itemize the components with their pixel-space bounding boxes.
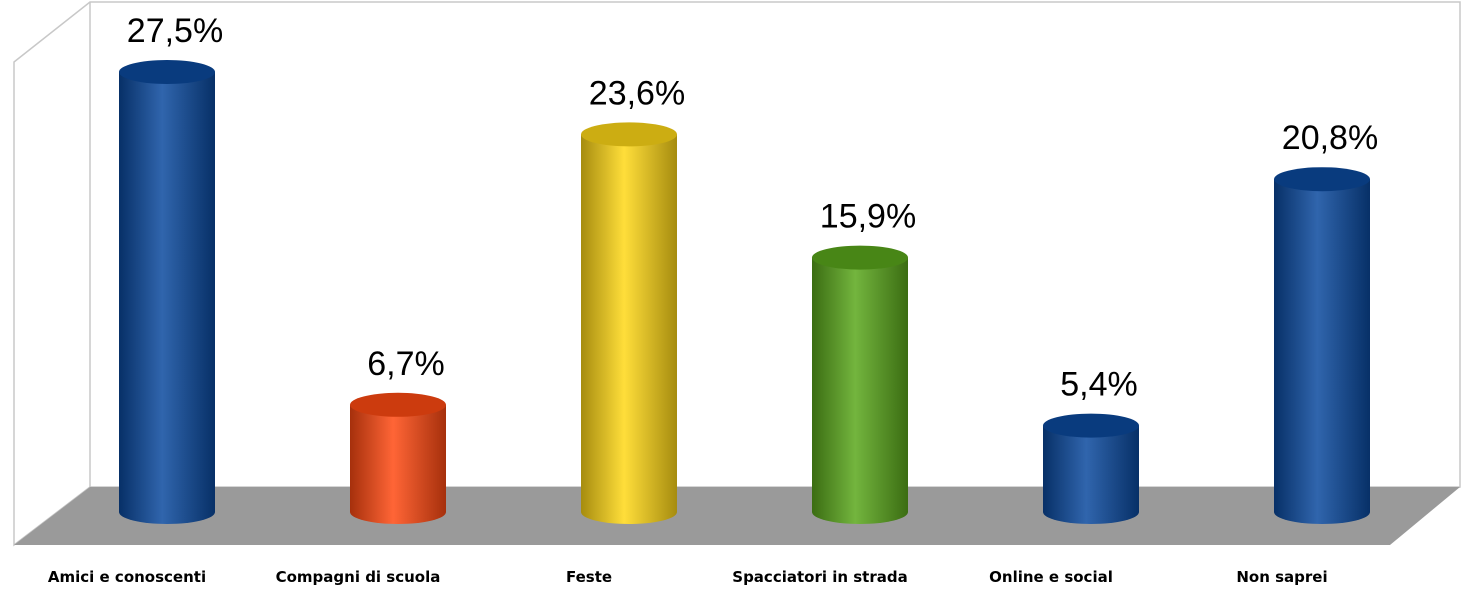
data-label: 27,5%	[127, 12, 223, 50]
bar	[1043, 425, 1139, 524]
bar-top	[581, 122, 677, 147]
x-tick-label: Feste	[566, 568, 612, 586]
x-tick-label: Spacciatori in strada	[732, 568, 907, 586]
x-tick-label: Non saprei	[1236, 568, 1327, 586]
data-label: 5,4%	[1060, 366, 1138, 404]
data-label: 15,9%	[820, 198, 916, 236]
bar-top	[812, 245, 908, 270]
data-label: 6,7%	[367, 345, 445, 383]
back-wall	[13, 1, 1461, 547]
bar-top	[1043, 413, 1139, 438]
x-tick-label: Compagni di scuola	[276, 568, 441, 586]
bar	[812, 257, 908, 524]
data-label: 20,8%	[1282, 119, 1378, 157]
bar-top	[119, 60, 215, 84]
bar-top	[350, 392, 446, 417]
bar	[1274, 179, 1370, 524]
x-tick-label: Amici e conoscenti	[48, 568, 206, 586]
bar	[350, 404, 446, 524]
data-label: 23,6%	[589, 74, 685, 112]
x-tick-label: Online e social	[989, 568, 1113, 586]
bar	[581, 134, 677, 524]
bar-top	[1274, 167, 1370, 192]
bar	[119, 72, 215, 524]
floor	[14, 487, 1460, 545]
